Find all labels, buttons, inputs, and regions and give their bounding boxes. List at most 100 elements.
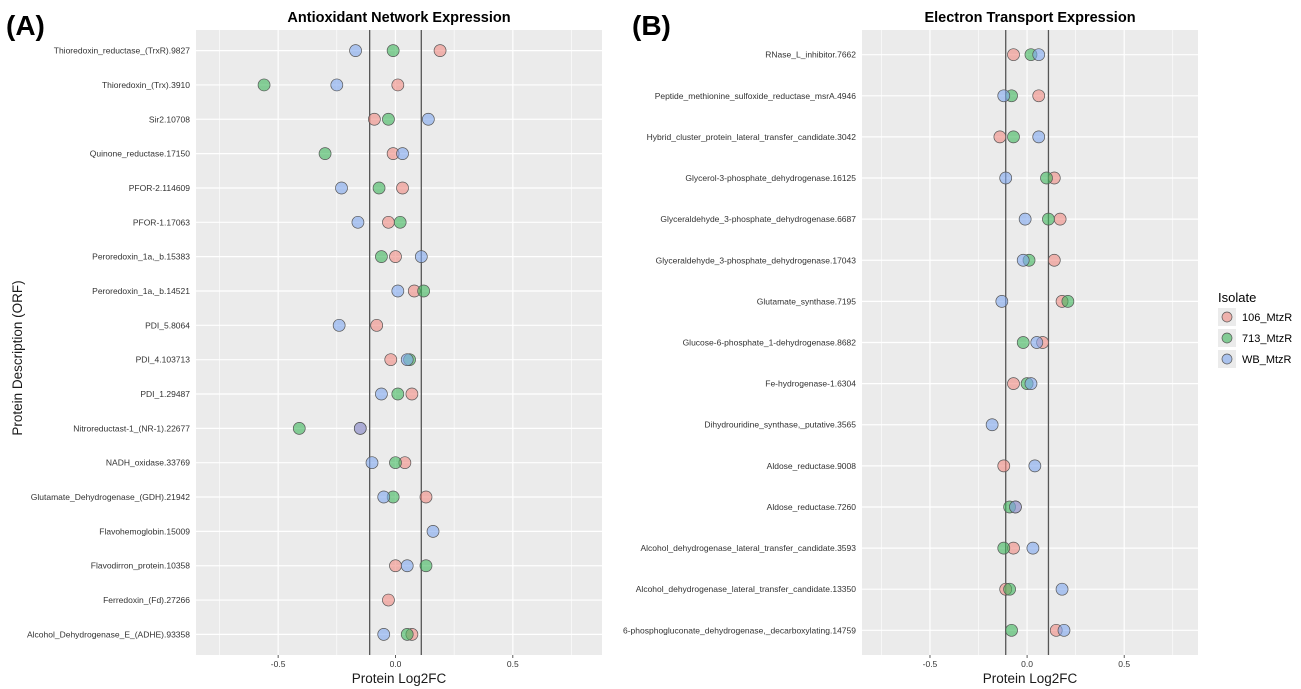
data-point-wb-mtzr (349, 44, 362, 57)
data-point-713-mtzr (1061, 295, 1075, 308)
panel-b-points (985, 48, 1075, 637)
data-point-713-mtzr (382, 112, 395, 126)
data-point-713-mtzr (292, 422, 306, 435)
panel-a-x-axis-title: Protein Log2FC (352, 671, 447, 686)
data-point-713-mtzr (1003, 582, 1016, 596)
category-label: RNase_L_inhibitor.7662 (765, 50, 856, 60)
category-label: Thioredoxin_reductase_(TrxR).9827 (54, 46, 190, 56)
category-label: Alcohol_dehydrogenase_lateral_transfer_c… (636, 584, 856, 594)
data-point-106-mtzr (396, 181, 409, 195)
category-label: Glutamate_Dehydrogenase_(GDH).21942 (31, 492, 191, 502)
data-point-wb-mtzr (377, 628, 391, 641)
category-label: NADH_oxidase.33769 (106, 458, 190, 468)
data-point-wb-mtzr (335, 181, 348, 195)
data-point-106-mtzr (370, 318, 384, 332)
category-label: Peroredoxin_1a,_b.15383 (92, 252, 190, 262)
data-point-wb-mtzr (414, 250, 428, 263)
data-point-wb-mtzr (365, 456, 379, 470)
data-point-wb-mtzr (1028, 459, 1042, 473)
x-tick-label: -0.5 (923, 659, 938, 669)
category-label: Glycerol-3-phosphate_dehydrogenase.16125 (685, 173, 856, 183)
data-point-106-mtzr (389, 559, 402, 573)
legend-key-713-mtzr (1221, 332, 1233, 344)
data-point-713-mtzr (386, 44, 400, 57)
data-point-wb-mtzr (1018, 212, 1032, 226)
panel-a-category-labels: Thioredoxin_reductase_(TrxR).9827 Thiored… (27, 46, 190, 640)
data-point-106-mtzr (405, 387, 419, 401)
data-point-106-mtzr (1047, 253, 1061, 267)
data-point-wb-mtzr (400, 353, 414, 367)
data-point-106-mtzr (389, 250, 402, 263)
category-label: Alcohol_dehydrogenase_lateral_transfer_c… (641, 543, 857, 553)
panel-b-category-labels: RNase_L_inhibitor.7662 Peptide_methionine… (623, 50, 856, 636)
data-point-713-mtzr (1042, 212, 1055, 226)
data-point-713-mtzr (417, 284, 430, 298)
legend-label: 106_MtzR (1242, 312, 1292, 324)
legend-label: WB_MtzR (1242, 354, 1292, 366)
data-point-106-mtzr (391, 78, 405, 92)
category-label: Peroredoxin_1a,_b.14521 (92, 286, 190, 296)
x-tick-label: -0.5 (271, 659, 286, 669)
panel-b-x-axis-title: Protein Log2FC (983, 671, 1078, 686)
data-point-713-mtzr (419, 559, 433, 573)
data-point-wb-mtzr (1055, 582, 1069, 596)
panel-b-chart: RNase_L_inhibitor.7662 Peptide_methionine… (623, 10, 1198, 686)
data-point-wb-mtzr (985, 418, 999, 432)
category-label: Sir2.10708 (149, 114, 190, 124)
panel-a-chart: Thioredoxin_reductase_(TrxR).9827 Thiored… (27, 10, 602, 686)
data-point-106-mtzr (419, 490, 433, 504)
data-point-wb-mtzr (375, 387, 388, 401)
legend: Isolate 106_MtzR 713_MtzR WB_MtzR (1218, 290, 1292, 368)
data-point-106-mtzr (433, 44, 447, 57)
panel-a-letter: (A) (6, 10, 45, 41)
data-point-wb-mtzr (400, 559, 414, 573)
data-point-wb-mtzr (997, 89, 1011, 103)
category-label: Quinone_reductase.17150 (90, 149, 190, 159)
legend-label: 713_MtzR (1242, 333, 1292, 345)
data-point-106-mtzr (384, 353, 398, 367)
category-label: Flavohemoglobin.15009 (99, 526, 190, 536)
data-point-106-mtzr (1032, 89, 1046, 103)
data-point-106-mtzr (1007, 48, 1020, 62)
data-point-wb-mtzr (396, 147, 409, 160)
category-label: Fe-hydrogenase-1.6304 (765, 379, 856, 389)
panel-b-title: Electron Transport Expression (924, 10, 1135, 26)
category-label: Glyceraldehyde_3-phosphate_dehydrogenase… (656, 255, 857, 265)
data-point-wb-mtzr (1026, 541, 1040, 555)
panel-a-points (257, 44, 447, 641)
panel-b-letter: (B) (632, 10, 671, 41)
data-point-713-mtzr (389, 456, 402, 470)
data-point-713-mtzr (1005, 623, 1018, 637)
data-point-106-mtzr (382, 593, 395, 607)
category-label: 6-phosphogluconate_dehydrogenase,_decarb… (623, 625, 856, 635)
category-label: Glyceraldehyde_3-phosphate_dehydrogenase… (660, 214, 856, 224)
category-label: Peptide_methionine_sulfoxide_reductase_m… (655, 91, 857, 101)
data-point-wb-mtzr (1057, 623, 1071, 637)
data-point-106-mtzr (382, 215, 395, 229)
category-label: PFOR-1.17063 (133, 217, 190, 227)
data-point-713-mtzr (375, 250, 388, 263)
data-point-wb-mtzr (332, 318, 346, 332)
data-point-wb-mtzr (1032, 48, 1046, 62)
category-label: Dihydrouridine_synthase,_putative.3565 (704, 420, 856, 430)
data-point-wb-mtzr (1009, 500, 1022, 514)
data-point-106-mtzr (368, 112, 381, 126)
data-point-wb-mtzr (1024, 377, 1038, 390)
x-tick-label: 0.0 (390, 659, 402, 669)
data-point-713-mtzr (372, 181, 386, 195)
category-label: Alcohol_Dehydrogenase_E_(ADHE).93358 (27, 629, 190, 639)
data-point-wb-mtzr (330, 78, 344, 92)
legend-title: Isolate (1218, 290, 1256, 305)
data-point-wb-mtzr (351, 215, 365, 229)
data-point-wb-mtzr (1030, 336, 1044, 349)
x-tick-label: 0.5 (507, 659, 519, 669)
panel-a-threshold-lines (369, 30, 422, 655)
data-point-713-mtzr (400, 628, 414, 641)
category-label: Flavodirron_protein.10358 (91, 561, 191, 571)
legend-items: 106_MtzR 713_MtzR WB_MtzR (1218, 308, 1292, 368)
data-point-106-mtzr (1053, 212, 1067, 226)
data-point-713-mtzr (997, 541, 1011, 555)
data-point-wb-mtzr (377, 490, 391, 504)
data-point-713-mtzr (1007, 130, 1020, 144)
